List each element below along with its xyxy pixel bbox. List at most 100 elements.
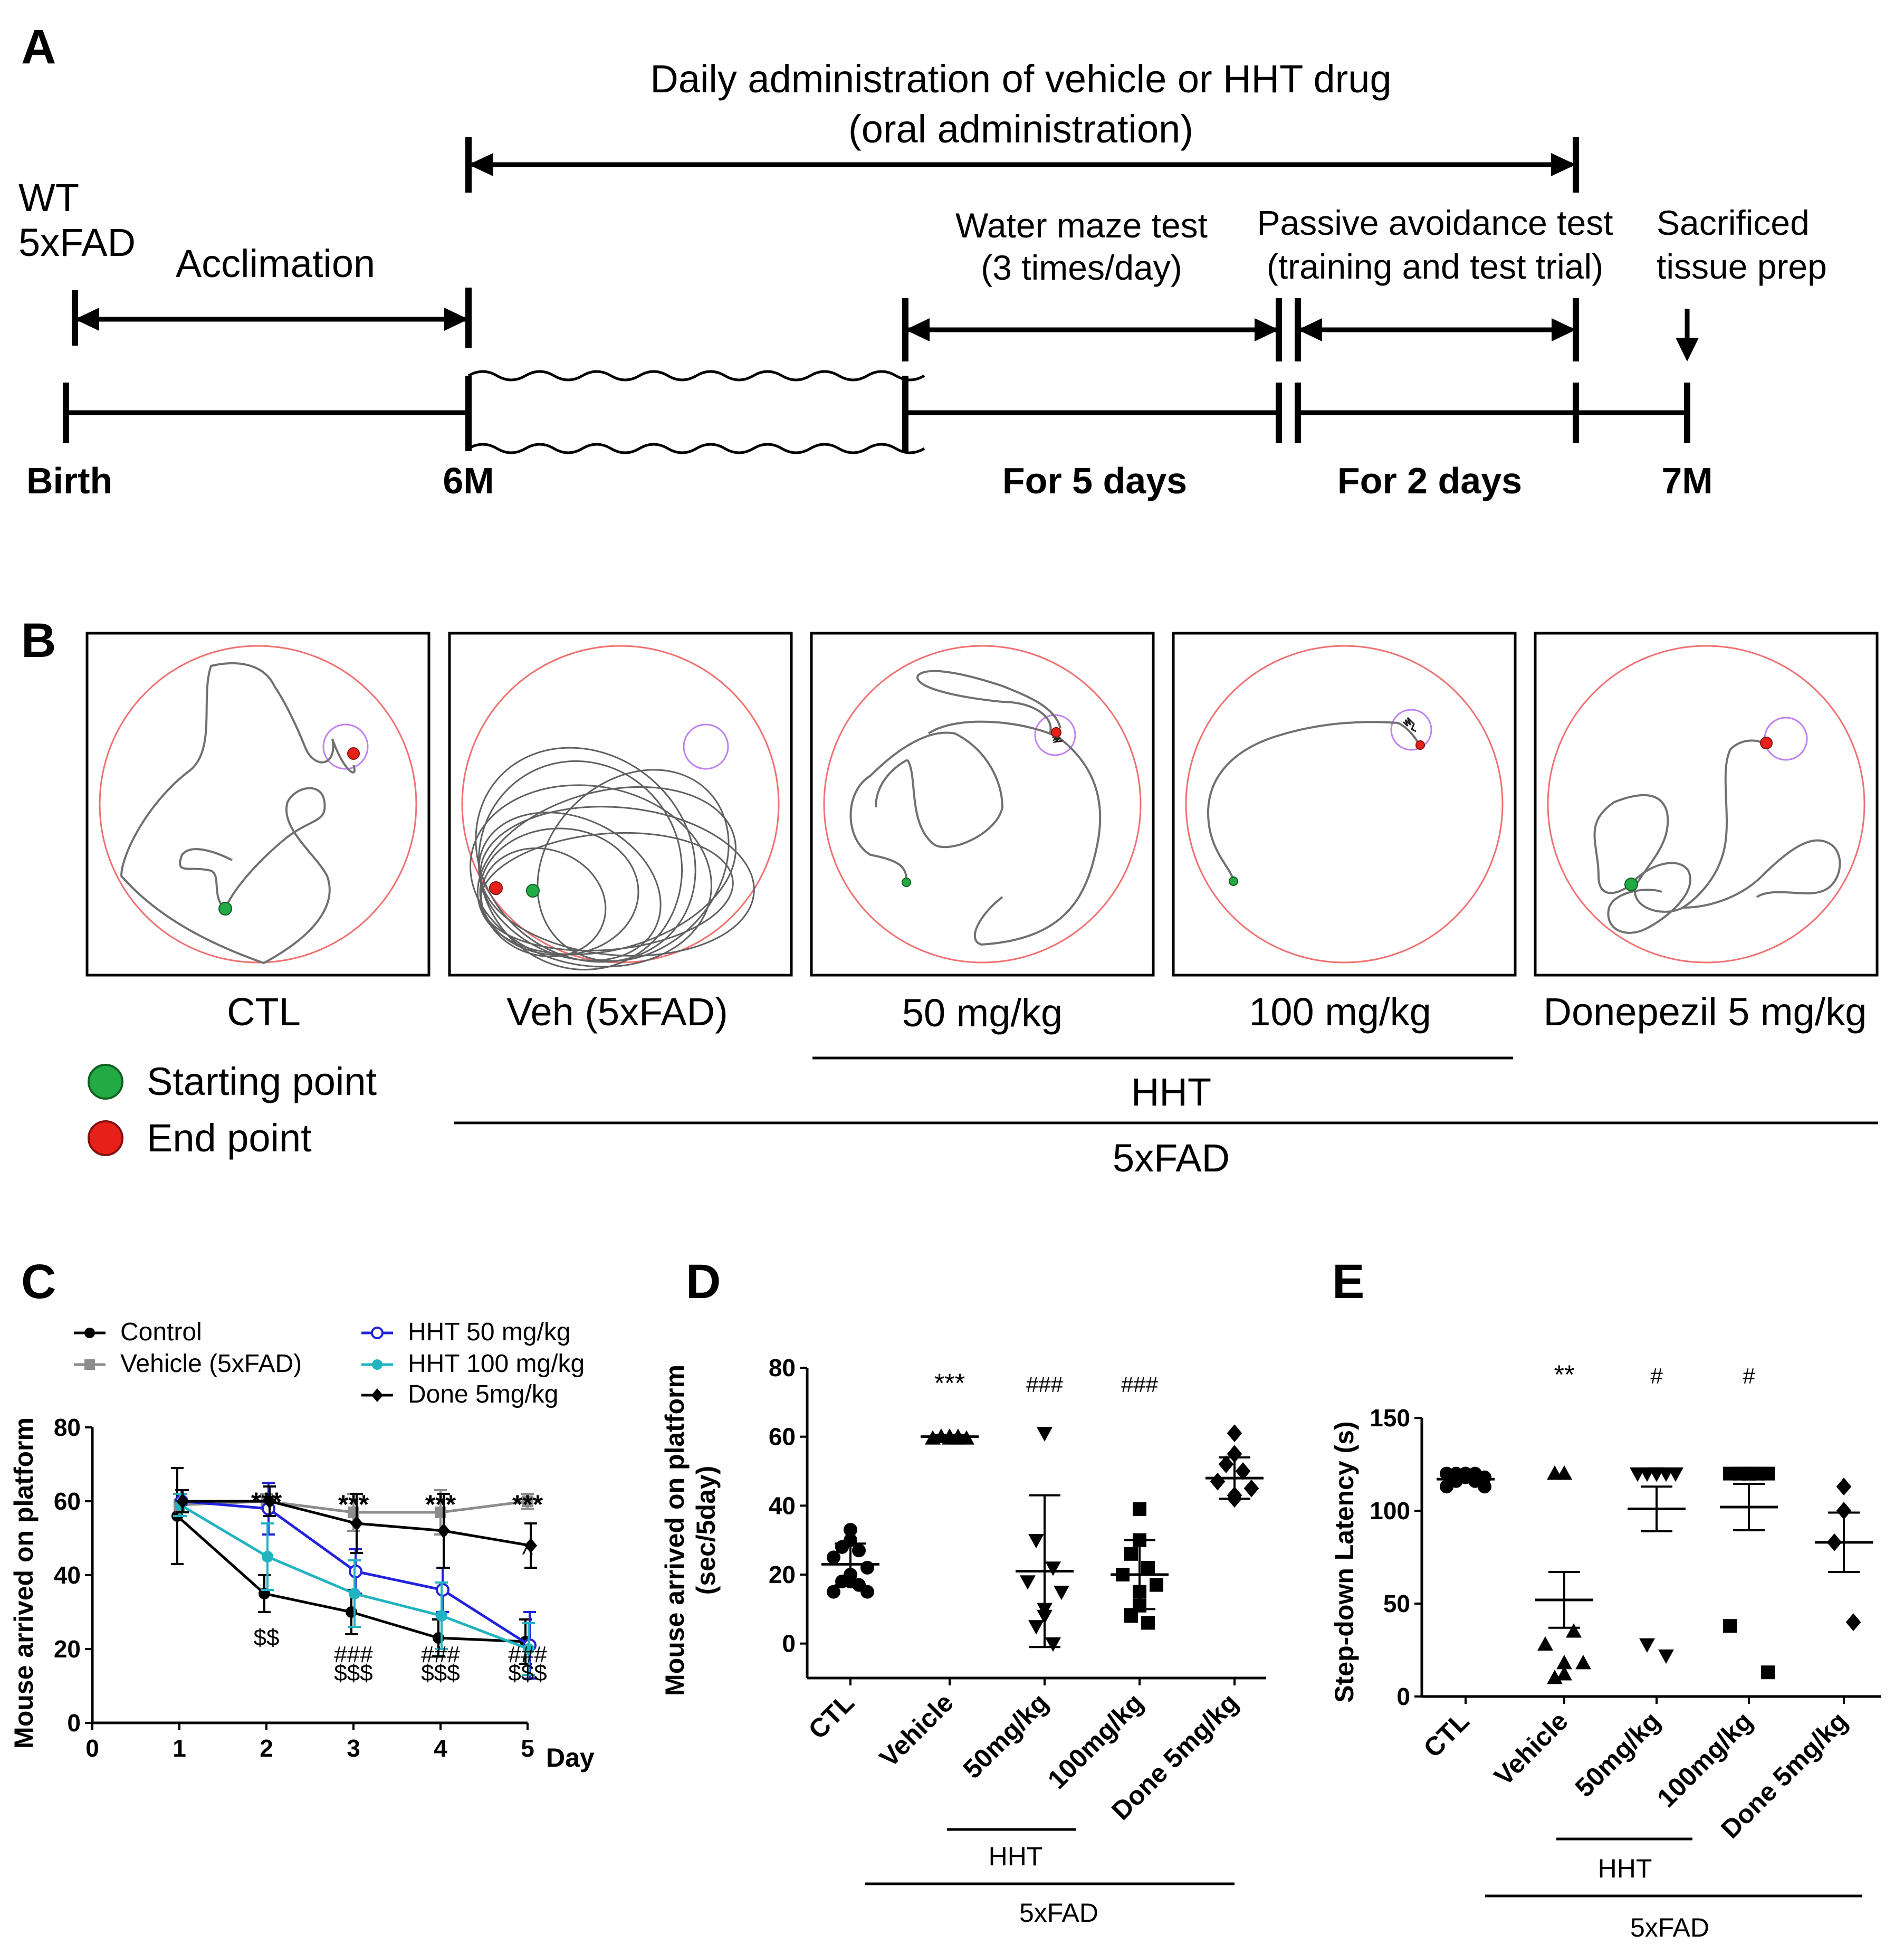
panel-c-xlabel: Day [546,1743,595,1772]
track-vehicle [448,632,793,977]
passive-arrow-head-left [1298,318,1322,341]
x-tick-label: Vehicle [1488,1706,1573,1791]
data-point [1054,1585,1069,1600]
data-point [1575,1655,1591,1670]
x-tick-label: 50mg/kg [1570,1706,1666,1803]
significance-label: $$ [254,1625,280,1651]
data-point [1141,1560,1155,1575]
sacrificed-line1: Sacrificed [1657,203,1810,242]
platform-circle [1390,709,1432,751]
data-point [1020,1575,1036,1590]
y-tick-label: 40 [54,1561,81,1589]
panel-b-letter: B [21,614,56,668]
track-frame [810,632,1155,977]
data-point [1045,1561,1061,1576]
water-maze-line2: (3 times/day) [981,248,1182,287]
data-point [1547,1670,1563,1684]
x-tick-label: CTL [1418,1706,1475,1763]
data-point [1478,1480,1491,1494]
x-tick-label: 5 [521,1734,534,1762]
passive-line1: Passive avoidance test [1257,203,1613,242]
data-point [1028,1620,1044,1635]
acclimation-arrow-head-right [444,308,468,331]
data-point [262,1551,273,1562]
data-point [1133,1502,1146,1516]
data-point [1124,1547,1138,1561]
timeline-2days: For 2 days [1337,460,1522,501]
data-point [1045,1637,1061,1652]
significance-label: *** [425,1490,456,1519]
panel-e-hht-label: HHT [1598,1854,1652,1883]
panel-b: B [21,614,1879,1180]
data-point [524,1538,538,1553]
y-tick-label: 0 [67,1709,81,1737]
swim-path-loops [470,747,755,971]
track-donepezil [1534,632,1879,977]
data-point [852,1543,866,1558]
y-tick-label: 60 [54,1488,81,1515]
passive-arrow-head-right [1552,318,1576,341]
data-point [1141,1616,1155,1630]
track-frame [1534,632,1879,977]
hht-label: HHT [1131,1070,1211,1114]
y-tick-label: 0 [782,1630,796,1657]
data-point [1733,1466,1746,1481]
panel-d-ylabel-line2: (sec/5day) [691,1466,721,1595]
swim-path [1207,721,1420,881]
water-maze-line1: Water maze test [955,206,1208,245]
data-point [1845,1613,1861,1632]
data-point [860,1560,874,1575]
panel-a-letter: A [21,20,56,74]
end-point [1415,740,1425,750]
swim-path-jitter [1402,717,1417,732]
significance-label: *** [338,1490,369,1519]
water-maze-arrow-head-left [905,318,930,341]
admin-title-line1: Daily administration of vehicle or HHT d… [650,57,1391,101]
legend-label: HHT 100 mg/kg [408,1350,585,1378]
x-tick-label: 0 [85,1734,99,1762]
significance-label: ### [421,1642,460,1667]
panel-c-legend: Control Vehicle (5xFAD) HHT 50 mg/kg HHT 10… [74,1318,585,1408]
legend-label: Done 5mg/kg [408,1380,559,1408]
panel-d: D Mouse arrived on platform (sec/5day) 0… [660,1255,1266,1928]
panel-c: C Control Vehicle (5xFAD) HHT 50 mg/kg HHT … [9,1255,595,1772]
data-point [1723,1619,1737,1633]
data-point [827,1585,840,1599]
acclimation-label: Acclimation [176,242,375,285]
data-point [523,1643,534,1655]
significance-label: # [1743,1364,1755,1388]
y-tick-label: 60 [769,1423,796,1451]
y-tick-label: 80 [769,1354,796,1381]
admin-title-line2: (oral administration) [848,107,1193,151]
data-point [1566,1623,1582,1638]
data-point [1836,1478,1852,1496]
panel-d-ylabel-line1: Mouse arrived on platform [660,1365,690,1696]
data-point [349,1588,360,1599]
panel-e-fad-label: 5xFAD [1630,1913,1709,1942]
track-hht-100 [1172,632,1517,977]
data-point [1440,1480,1453,1494]
x-tick-label: 4 [434,1734,447,1762]
data-point [1639,1638,1655,1653]
significance-label: $$$ [508,1660,547,1686]
legend-label: Vehicle (5xFAD) [120,1350,302,1378]
significance-label: *** [251,1487,282,1517]
data-point [1630,1467,1645,1482]
y-tick-label: 20 [54,1635,81,1663]
end-point [347,747,360,760]
groups-wt: WT [18,176,79,220]
legend-end-marker [88,1120,123,1156]
caption-vehicle: Veh (5xFAD) [506,990,728,1034]
x-tick-label: 1 [173,1734,186,1762]
panel-d-hht-label: HHT [989,1842,1043,1871]
sacrificed-arrow-head [1676,338,1699,361]
end-point [1760,737,1773,749]
data-point [1668,1467,1683,1482]
y-tick-label: 100 [1370,1497,1410,1524]
platform-circle [322,723,369,770]
y-tick-label: 150 [1370,1404,1410,1432]
legend-label: HHT 50 mg/kg [408,1318,571,1346]
panel-a: A Daily administration of vehicle or HHT… [18,20,1827,501]
